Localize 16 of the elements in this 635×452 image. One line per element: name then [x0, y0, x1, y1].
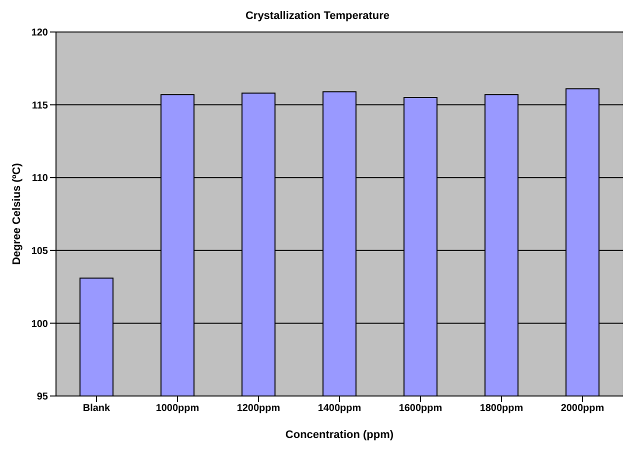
x-tick-label: 1200ppm [236, 403, 280, 414]
y-tick-label: 95 [36, 392, 48, 403]
x-tick-label: 1800ppm [480, 403, 524, 414]
x-tick-label: 2000ppm [560, 403, 604, 414]
x-axis-title: Concentration (ppm) [285, 429, 394, 441]
y-tick-label: 120 [31, 28, 48, 39]
y-axis-title: Degree Celsius (ºC) [10, 162, 23, 265]
y-tick-label: 110 [32, 173, 48, 184]
x-tick-label: Blank [82, 403, 111, 414]
y-tick-label: 105 [31, 246, 48, 257]
y-tick-label: 115 [32, 100, 48, 112]
x-tick-label: 1600ppm [398, 403, 442, 414]
x-tick-label: 1000ppm [156, 403, 200, 414]
chart-title: Crystallization Temperature [244, 9, 391, 24]
x-tick-label: 1400ppm [318, 403, 362, 414]
y-tick-label: 100 [31, 318, 48, 330]
